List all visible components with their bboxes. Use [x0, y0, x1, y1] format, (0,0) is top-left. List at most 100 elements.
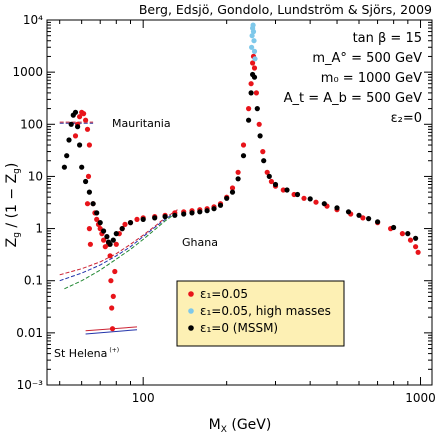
- legend: ε₁=0.05 ε₁=0.05, high masses ε₁=0 (MSSM): [176, 280, 345, 347]
- data-point: [79, 164, 85, 170]
- data-point: [84, 126, 91, 132]
- data-point: [87, 241, 93, 247]
- data-point: [313, 199, 319, 205]
- data-point: [122, 221, 128, 227]
- data-point: [113, 241, 119, 247]
- data-point: [109, 326, 116, 332]
- plot-frame: [46, 19, 433, 386]
- data-point: [134, 216, 140, 222]
- data-point: [90, 201, 96, 207]
- param-m0: m₀ = 1000 GeV: [321, 71, 422, 86]
- x-tick-label: 100: [132, 391, 155, 405]
- x-tick-labels: 100 1000: [132, 391, 436, 405]
- data-point: [84, 201, 91, 207]
- data-point: [240, 142, 247, 148]
- legend-marker-high-masses: [188, 308, 194, 314]
- data-point: [256, 121, 262, 127]
- data-point: [68, 121, 74, 127]
- x-axis-label: MX (GeV): [209, 417, 272, 435]
- plot-area: [46, 19, 433, 386]
- data-point: [235, 176, 241, 182]
- y-tick-label: 1: [35, 222, 43, 236]
- data-point: [413, 235, 419, 241]
- data-point: [94, 210, 100, 216]
- data-point: [251, 65, 258, 71]
- data-point: [108, 278, 114, 284]
- data-point: [97, 220, 103, 226]
- data-point: [240, 153, 247, 159]
- data-point: [413, 244, 419, 250]
- data-point: [64, 153, 70, 159]
- data-point: [197, 209, 203, 215]
- data-point: [250, 29, 257, 35]
- data-point: [235, 169, 241, 175]
- data-point: [301, 195, 307, 201]
- data-point: [250, 22, 256, 28]
- data-point: [152, 215, 158, 221]
- legend-label-high-masses: ε₁=0.05, high masses: [200, 304, 331, 318]
- data-point: [224, 195, 230, 201]
- data-point: [254, 106, 260, 112]
- data-point: [66, 137, 72, 143]
- param-mA: m_A° = 500 GeV: [312, 51, 422, 66]
- data-point: [204, 208, 210, 214]
- x-tick-label: 1000: [405, 391, 436, 405]
- param-tan-beta: tan β = 15: [353, 31, 422, 46]
- data-point: [104, 234, 110, 240]
- data-point: [249, 33, 255, 39]
- data-point: [251, 48, 258, 55]
- y-tick-label: 100: [20, 117, 43, 131]
- data-point: [110, 293, 116, 299]
- data-point: [81, 111, 87, 117]
- y-tick-label: 10⁴: [23, 13, 43, 27]
- data-point: [110, 237, 116, 243]
- data-point: [107, 253, 113, 259]
- data-points: [61, 22, 421, 332]
- data-point: [189, 210, 195, 216]
- data-point: [375, 219, 381, 225]
- data-point: [261, 158, 267, 164]
- series-1: [249, 22, 258, 62]
- data-point: [250, 60, 256, 66]
- data-point: [294, 191, 301, 198]
- data-point: [229, 189, 236, 195]
- data-point: [85, 173, 92, 179]
- annotation-st-helena: St Helena (+): [54, 347, 119, 360]
- data-point: [140, 216, 146, 222]
- data-point: [391, 224, 397, 231]
- legend-label-mssm: ε₁=0 (MSSM): [200, 321, 278, 335]
- legend-label-eps1: ε₁=0.05: [200, 287, 248, 301]
- data-point: [246, 106, 252, 112]
- data-point: [77, 114, 83, 120]
- data-point: [162, 214, 168, 220]
- data-point: [251, 74, 258, 80]
- data-point: [211, 206, 217, 212]
- data-point: [75, 124, 81, 130]
- data-point: [405, 231, 411, 237]
- y-axis-label: Zg / (1 − Zg): [4, 163, 22, 248]
- data-point: [248, 81, 254, 87]
- data-point: [280, 187, 286, 193]
- data-point: [83, 117, 89, 123]
- data-point: [94, 216, 100, 222]
- data-point: [101, 237, 107, 243]
- param-eps2: ε₂=0: [391, 111, 422, 126]
- data-point: [172, 212, 178, 218]
- data-point: [107, 241, 113, 247]
- data-point: [253, 90, 259, 96]
- annotations: Mauritania Ghana St Helena (+): [54, 117, 218, 360]
- data-point: [83, 178, 89, 185]
- data-point: [257, 133, 263, 139]
- annotation-mauritania: Mauritania: [112, 117, 171, 130]
- st-helena-superscript: (+): [109, 347, 119, 354]
- data-point: [86, 189, 92, 195]
- data-point: [272, 181, 279, 188]
- annotation-ghana: Ghana: [182, 236, 218, 249]
- limit-curve-ghana: [64, 211, 178, 290]
- data-point: [307, 196, 313, 202]
- data-point: [345, 209, 352, 215]
- data-point: [61, 164, 67, 170]
- y-tick-label: 0.1: [24, 274, 43, 288]
- data-point: [77, 142, 83, 148]
